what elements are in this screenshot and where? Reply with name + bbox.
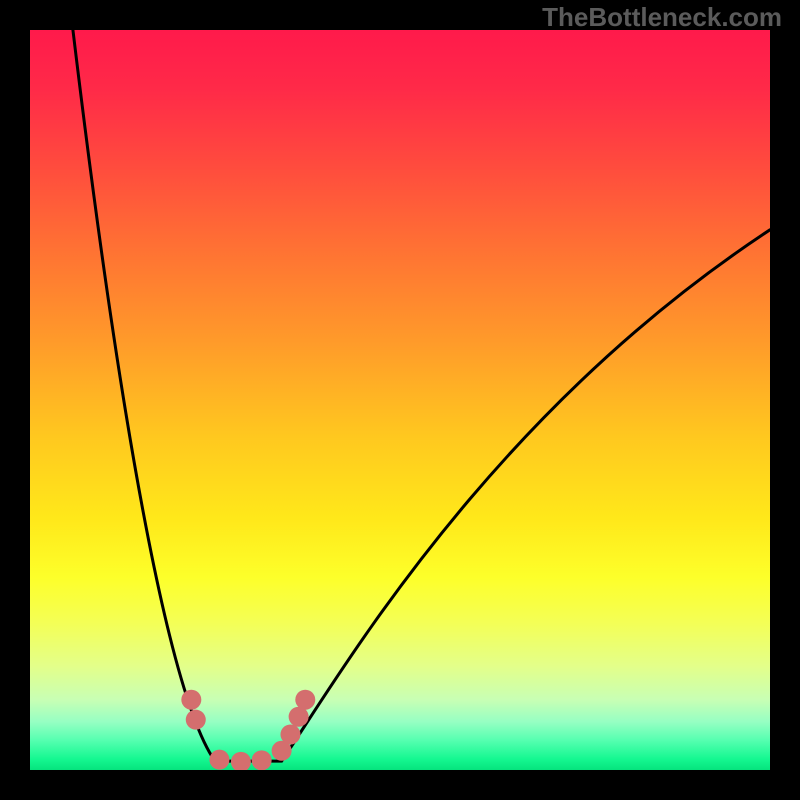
marker-group xyxy=(181,690,315,770)
curve-path xyxy=(73,30,770,761)
marker-dot xyxy=(289,707,309,727)
marker-dot xyxy=(252,750,272,770)
marker-dot xyxy=(209,750,229,770)
marker-dot xyxy=(295,690,315,710)
chart-root: TheBottleneck.com xyxy=(0,0,800,800)
marker-dot xyxy=(181,690,201,710)
marker-dot xyxy=(280,724,300,744)
marker-dot xyxy=(186,710,206,730)
plot-area xyxy=(30,30,770,770)
marker-dot xyxy=(231,752,251,770)
watermark-text: TheBottleneck.com xyxy=(542,2,782,33)
bottleneck-curve xyxy=(30,30,770,770)
